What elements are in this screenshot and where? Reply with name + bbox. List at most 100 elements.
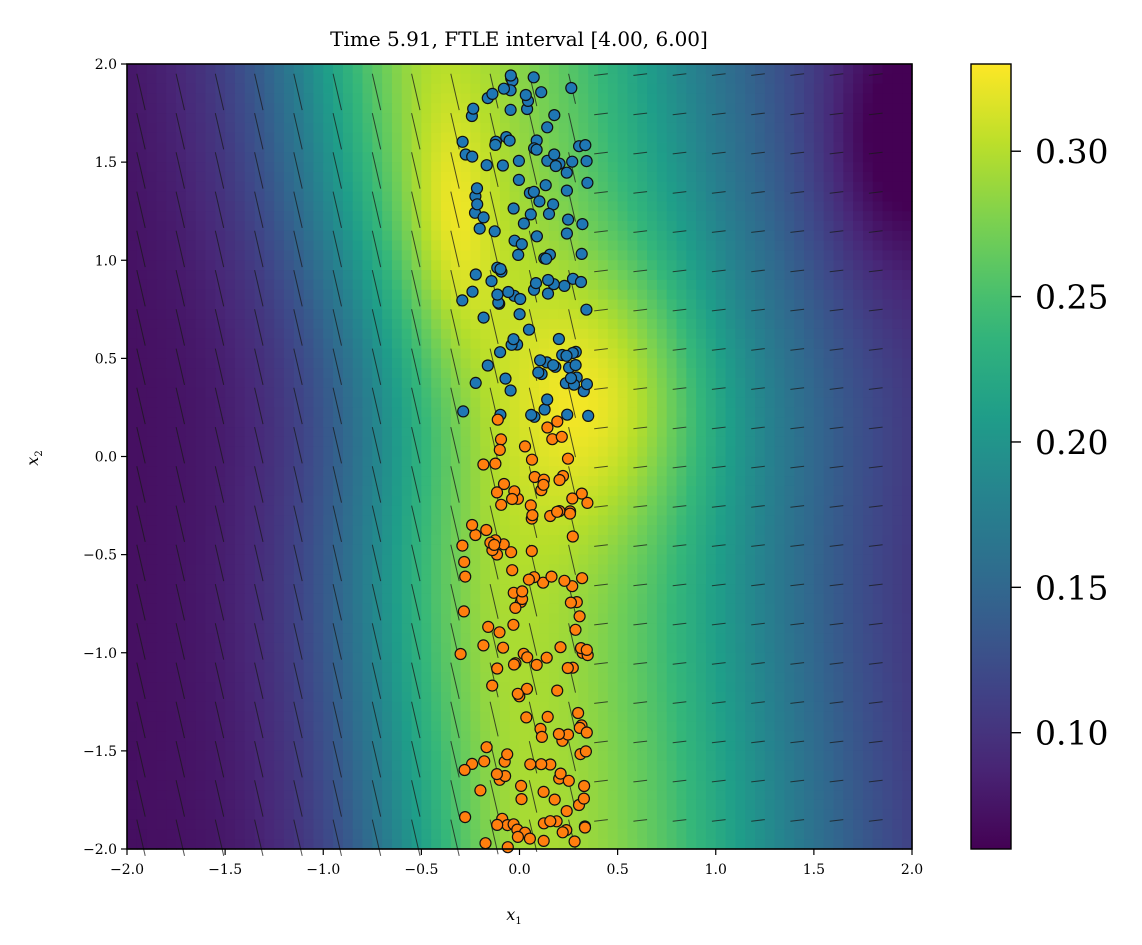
heatmap-cell — [794, 584, 805, 595]
heatmap-cell — [146, 564, 158, 575]
heatmap-cell — [450, 191, 462, 202]
heatmap-cell — [804, 456, 815, 467]
heatmap-cell — [166, 289, 177, 301]
heatmap-cell — [882, 407, 893, 418]
heatmap-cell — [323, 93, 334, 104]
heatmap-cell — [284, 387, 295, 399]
heatmap-cell — [794, 397, 805, 409]
heatmap-cell — [735, 544, 746, 556]
heatmap-cell — [441, 181, 452, 193]
heatmap-cell — [548, 525, 560, 536]
heatmap-cell — [176, 564, 187, 575]
heatmap-cell — [499, 279, 511, 291]
heatmap-cell — [254, 211, 265, 222]
heatmap-cell — [647, 623, 658, 634]
heatmap-cell — [372, 554, 383, 566]
heatmap-cell — [853, 495, 864, 507]
heatmap-cell — [382, 378, 393, 389]
heatmap-cell — [284, 73, 295, 85]
heatmap-cell — [774, 191, 786, 202]
heatmap-cell — [313, 211, 324, 222]
heatmap-cell — [823, 623, 835, 634]
heatmap-cell — [637, 525, 648, 536]
heatmap-cell — [656, 358, 668, 369]
heatmap-cell — [460, 593, 472, 605]
heatmap-cell — [548, 240, 560, 252]
heatmap-cell — [244, 328, 256, 340]
heatmap-cell — [156, 456, 167, 467]
heatmap-cell — [774, 397, 786, 409]
heatmap-cell — [342, 613, 354, 624]
heatmap-cell — [617, 299, 629, 310]
heatmap-cell — [607, 319, 619, 330]
heatmap-cell — [480, 633, 491, 644]
heatmap-cell — [607, 515, 619, 526]
heatmap-cell — [293, 642, 305, 654]
heatmap-cell — [725, 338, 736, 350]
heatmap-cell — [548, 103, 560, 114]
heatmap-cell — [853, 466, 864, 477]
heatmap-cell — [519, 113, 530, 124]
heatmap-cell — [127, 368, 138, 379]
heatmap-cell — [656, 132, 668, 144]
heatmap-cell — [293, 623, 305, 634]
heatmap-cell — [254, 544, 265, 556]
heatmap-cell — [499, 113, 511, 124]
heatmap-cell — [441, 613, 452, 624]
heatmap-cell — [362, 603, 373, 615]
heatmap-cell — [588, 407, 599, 418]
heatmap-cell — [794, 378, 805, 389]
heatmap-cell — [313, 103, 324, 114]
heatmap-cell — [284, 132, 295, 144]
heatmap-cell — [362, 387, 373, 399]
heatmap-cell — [862, 378, 874, 389]
heatmap-cell — [411, 613, 422, 624]
heatmap-cell — [548, 368, 560, 379]
heatmap-cell — [656, 505, 668, 516]
heatmap-cell — [460, 279, 472, 291]
heatmap-cell — [853, 613, 864, 624]
heatmap-cell — [813, 593, 825, 605]
heatmap-cell — [146, 211, 158, 222]
heatmap-cell — [185, 191, 197, 202]
heatmap-cell — [774, 162, 786, 173]
heatmap-cell — [313, 358, 324, 369]
heatmap-cell — [725, 240, 736, 252]
heatmap-cell — [578, 230, 589, 242]
heatmap-cell — [735, 574, 746, 585]
heatmap-cell — [715, 64, 727, 75]
heatmap-cell — [872, 221, 884, 232]
heatmap-cell — [804, 309, 815, 320]
heatmap-cell — [303, 64, 315, 75]
heatmap-cell — [843, 240, 854, 252]
heatmap-cell — [686, 387, 697, 399]
heatmap-cell — [715, 93, 727, 104]
heatmap-cell — [862, 525, 874, 536]
heatmap-cell — [136, 289, 148, 301]
heatmap-cell — [401, 279, 413, 291]
heatmap-cell — [185, 397, 197, 409]
heatmap-cell — [362, 181, 373, 193]
heatmap-cell — [313, 279, 324, 291]
heatmap-cell — [166, 593, 177, 605]
heatmap-cell — [637, 309, 648, 320]
heatmap-cell — [195, 152, 207, 163]
heatmap-cell — [705, 446, 717, 458]
heatmap-cell — [274, 466, 285, 477]
heatmap-cell — [774, 446, 786, 458]
heatmap-cell — [136, 83, 148, 95]
heatmap-cell — [598, 623, 609, 634]
heatmap-cell — [156, 309, 167, 320]
heatmap-cell — [333, 132, 344, 144]
heatmap-cell — [333, 152, 344, 163]
heatmap-cell — [558, 152, 570, 163]
heatmap-cell — [323, 515, 334, 526]
heatmap-cell — [902, 574, 913, 585]
heatmap-cell — [696, 642, 707, 654]
heatmap-cell — [755, 378, 766, 389]
heatmap-cell — [676, 358, 687, 369]
heatmap-cell — [764, 564, 776, 575]
heatmap-cell — [588, 299, 599, 310]
heatmap-cell — [755, 633, 766, 644]
heatmap-cell — [205, 201, 216, 212]
